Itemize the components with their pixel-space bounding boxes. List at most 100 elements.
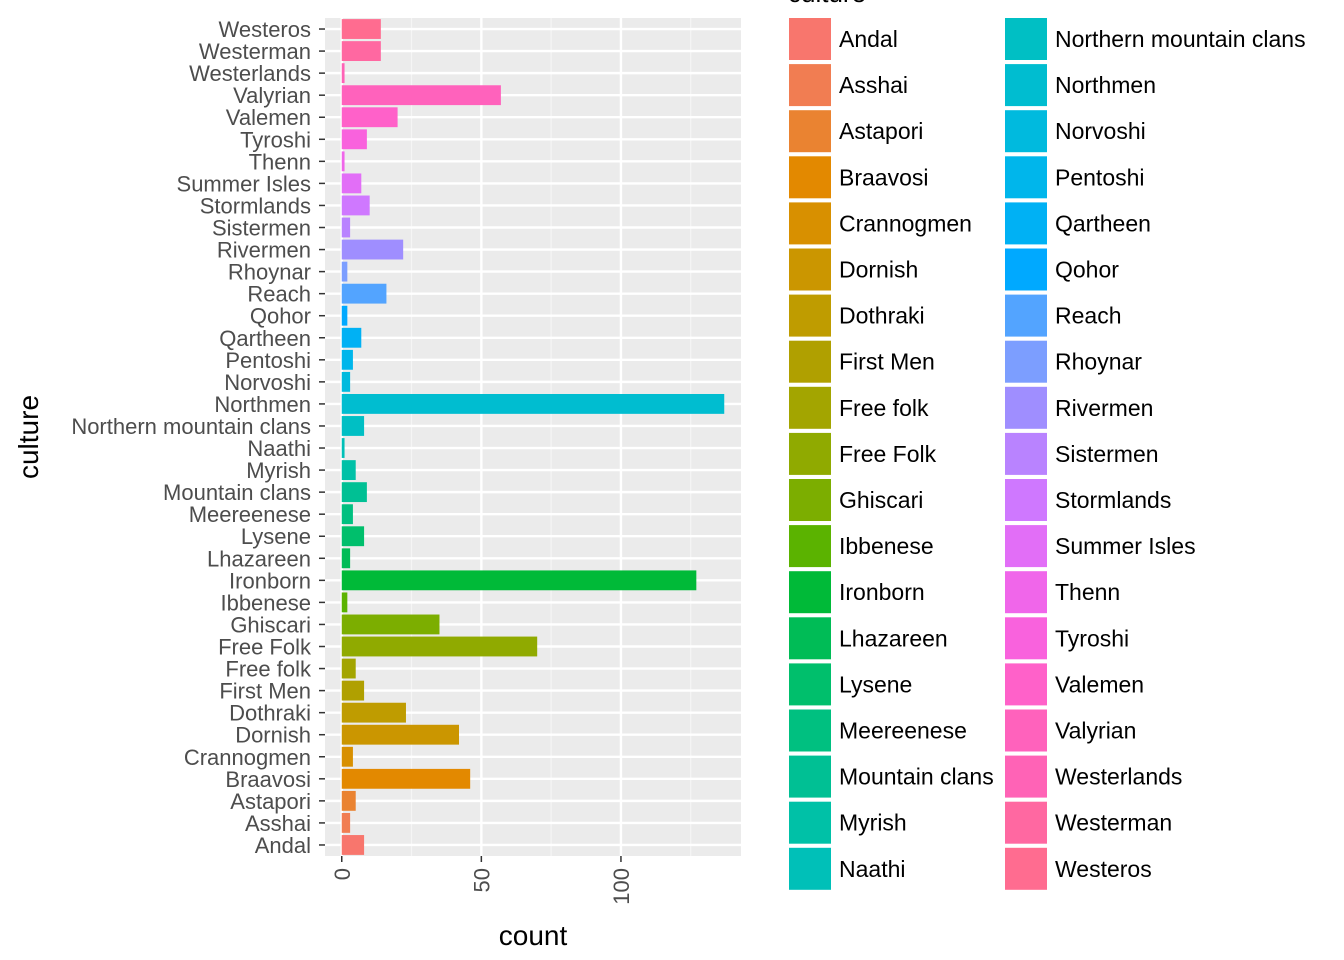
bar-free-folk (341, 658, 356, 679)
legend-key (789, 663, 831, 706)
legend-label: Reach (1055, 303, 1121, 329)
legend-key (789, 386, 831, 429)
legend-key (789, 801, 831, 844)
bar-northern-mountain-clans (341, 416, 365, 436)
y-tick-label: Thenn (249, 149, 311, 174)
legend-key (789, 617, 831, 660)
bar-thenn (341, 151, 345, 172)
legend-label: Lysene (839, 671, 912, 697)
legend-label: Westerlands (1055, 764, 1182, 790)
y-tick-label: Northern mountain clans (71, 414, 311, 439)
y-tick-label: Free folk (225, 657, 312, 682)
legend-label: Ghiscari (839, 487, 923, 513)
bar-andal (341, 835, 365, 855)
bar-rhoynar (341, 261, 348, 282)
bar-lysene (341, 526, 365, 547)
legend-label: Westerman (1055, 810, 1172, 836)
bar-pentoshi (341, 349, 353, 370)
x-tick-label: 0 (330, 868, 355, 880)
legend-key (1005, 571, 1047, 614)
y-tick-label: Mountain clans (163, 480, 311, 505)
bar-ironborn (341, 570, 697, 591)
bar-braavosi (341, 768, 471, 789)
y-tick-label: Braavosi (225, 767, 311, 792)
legend-key (1005, 248, 1047, 291)
y-tick-label: Meereenese (189, 502, 311, 527)
legend-key (789, 294, 831, 337)
y-tick-label: Sistermen (212, 216, 311, 241)
legend-label: Ibbenese (839, 533, 934, 559)
legend-key (1005, 847, 1047, 890)
legend-label: Free Folk (839, 441, 937, 467)
bar-valemen (341, 107, 398, 128)
bar-westerlands (341, 63, 345, 84)
legend-key (789, 709, 831, 752)
legend-label: Asshai (839, 72, 908, 98)
y-tick-label: Norvoshi (224, 370, 311, 395)
legend-key (1005, 709, 1047, 752)
legend-key (1005, 294, 1047, 337)
y-tick-label: Lhazareen (207, 546, 311, 571)
legend-label: Crannogmen (839, 210, 972, 236)
legend-label: Westeros (1055, 856, 1152, 882)
legend-label: Qohor (1055, 257, 1119, 283)
legend-label: Naathi (839, 856, 905, 882)
bar-valyrian (341, 85, 501, 106)
y-tick-label: Ghiscari (230, 612, 311, 637)
bars (341, 19, 725, 855)
legend-key (1005, 156, 1047, 199)
bar-dothraki (341, 702, 406, 723)
bar-asshai (341, 812, 351, 833)
bar-mountain-clans (341, 482, 367, 503)
y-tick-label: Rhoynar (228, 260, 311, 285)
bar-astapori (341, 790, 356, 811)
legend-key (1005, 64, 1047, 107)
y-tick-label: Rivermen (217, 238, 311, 263)
legend-label: Andal (839, 26, 898, 52)
legend-key (1005, 340, 1047, 383)
legend-label: Qartheen (1055, 210, 1151, 236)
bar-ghiscari (341, 614, 440, 635)
legend-label: Tyroshi (1055, 625, 1129, 651)
y-tick-label: Dornish (235, 723, 311, 748)
legend-label: Dornish (839, 257, 918, 283)
y-tick-label: Astapori (230, 789, 311, 814)
y-tick-label: Ironborn (229, 568, 311, 593)
legend-label: Norvoshi (1055, 118, 1146, 144)
y-tick-label: Summer Isles (177, 171, 311, 196)
y-tick-label: Naathi (247, 436, 311, 461)
bar-westerman (341, 41, 381, 62)
bar-northmen (341, 393, 725, 414)
x-axis: 0 50 100 (330, 856, 634, 905)
bar-rivermen (341, 239, 404, 260)
minor-gridlines (410, 18, 692, 856)
legend-key (789, 202, 831, 245)
bar-dornish (341, 724, 460, 745)
y-tick-label: Ibbenese (220, 590, 311, 615)
y-axis-title: culture (13, 395, 44, 479)
bar-ibbenese (341, 592, 348, 613)
bar-norvoshi (341, 371, 351, 392)
bar-first-men (341, 680, 365, 701)
y-tick-label: Qartheen (219, 326, 311, 351)
y-tick-label: Qohor (250, 304, 311, 329)
y-tick-label: Crannogmen (184, 745, 311, 770)
legend-key (1005, 110, 1047, 153)
bar-stormlands (341, 195, 370, 216)
y-tick-label: Stormlands (200, 193, 311, 218)
legend-label: Northmen (1055, 72, 1156, 98)
x-tick-label: 100 (609, 868, 634, 905)
legend-label: Braavosi (839, 164, 928, 190)
legend-label: Northern mountain clans (1055, 26, 1306, 52)
x-axis-title: count (499, 920, 568, 951)
legend-key (1005, 663, 1047, 706)
legend-label: Myrish (839, 810, 907, 836)
bar-qartheen (341, 327, 362, 348)
bar-tyroshi (341, 129, 367, 150)
legend-label: Rhoynar (1055, 349, 1142, 375)
legend-label: Dothraki (839, 303, 925, 329)
legend-key (1005, 202, 1047, 245)
legend-label: Free folk (839, 395, 929, 421)
legend-key (1005, 755, 1047, 798)
